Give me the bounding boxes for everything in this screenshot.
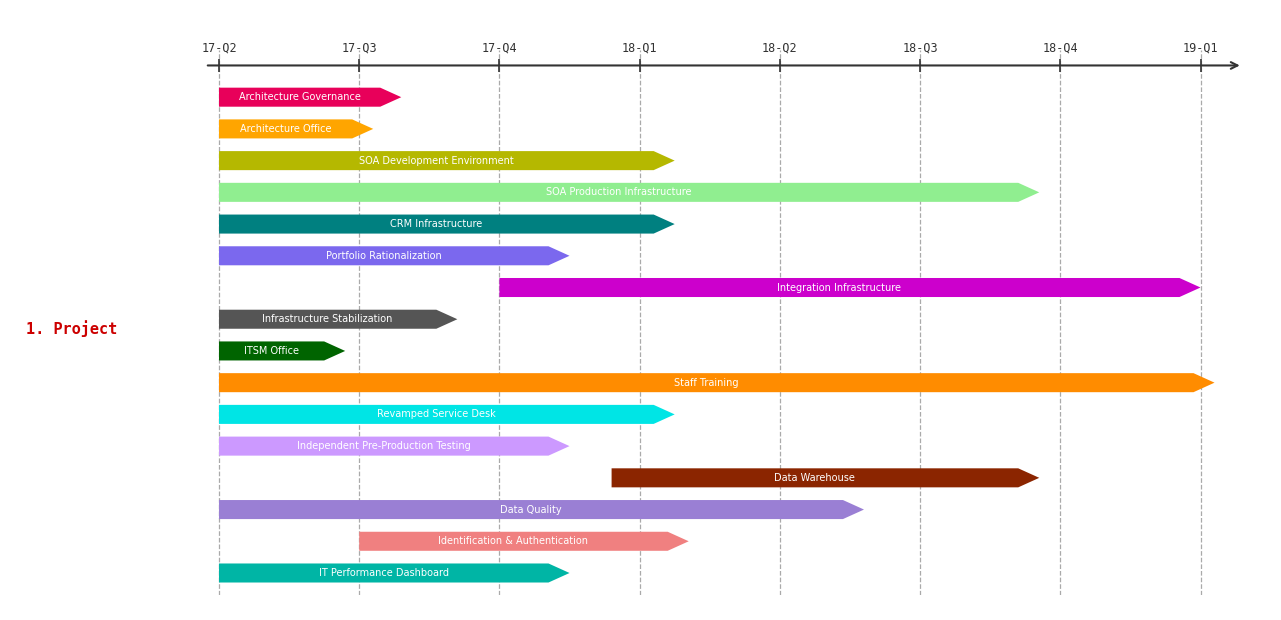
Polygon shape [219,342,345,360]
Text: IT Performance Dashboard: IT Performance Dashboard [319,568,448,578]
Polygon shape [219,87,401,107]
Text: 18-Q1: 18-Q1 [621,42,657,55]
Polygon shape [219,183,1039,202]
Text: 18-Q3: 18-Q3 [902,42,938,55]
Polygon shape [500,278,1200,297]
Text: Portfolio Rationalization: Portfolio Rationalization [325,250,442,261]
Text: Integration Infrastructure: Integration Infrastructure [778,283,902,293]
Text: CRM Infrastructure: CRM Infrastructure [391,219,483,229]
Polygon shape [219,564,570,583]
Text: Architecture Office: Architecture Office [240,124,332,134]
Text: 18-Q4: 18-Q4 [1043,42,1079,55]
Text: 19-Q1: 19-Q1 [1182,42,1218,55]
Text: SOA Production Infrastructure: SOA Production Infrastructure [546,187,692,197]
Text: Identification & Authentication: Identification & Authentication [438,536,588,546]
Polygon shape [219,310,457,329]
Text: 18-Q2: 18-Q2 [762,42,798,55]
Text: 17-Q2: 17-Q2 [201,42,237,55]
Text: Independent Pre-Production Testing: Independent Pre-Production Testing [297,441,470,451]
Text: 17-Q4: 17-Q4 [482,42,518,55]
Text: Data Quality: Data Quality [500,505,562,515]
Text: 1. Project: 1. Project [26,320,117,337]
Text: Revamped Service Desk: Revamped Service Desk [377,409,496,419]
Polygon shape [219,246,570,265]
Polygon shape [611,468,1039,487]
Polygon shape [359,532,689,551]
Text: Infrastructure Stabilization: Infrastructure Stabilization [263,314,393,324]
Polygon shape [219,120,373,138]
Text: Staff Training: Staff Training [674,378,738,388]
Text: Data Warehouse: Data Warehouse [775,473,856,483]
Polygon shape [219,436,570,456]
Text: SOA Development Environment: SOA Development Environment [359,156,514,166]
Text: Architecture Governance: Architecture Governance [238,92,360,102]
Polygon shape [219,373,1214,392]
Polygon shape [219,500,863,519]
Polygon shape [219,405,675,424]
Text: ITSM Office: ITSM Office [245,346,298,356]
Polygon shape [219,151,675,170]
Polygon shape [219,215,675,234]
Text: 17-Q3: 17-Q3 [342,42,377,55]
